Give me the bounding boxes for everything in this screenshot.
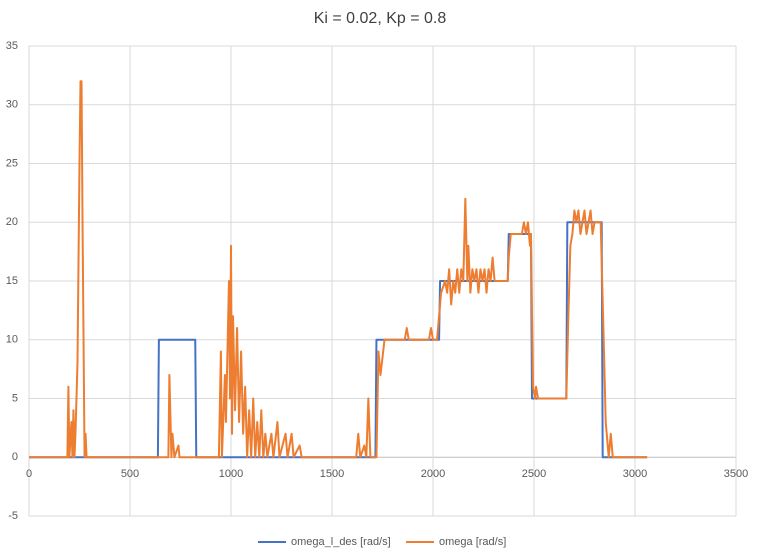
x-tick-label: 1000 <box>219 468 243 480</box>
y-tick-label: 5 <box>12 392 18 404</box>
legend-label: omega [rad/s] <box>439 536 506 548</box>
y-tick-label: 10 <box>6 334 18 346</box>
y-tick-label: 35 <box>6 40 18 52</box>
chart-title: Ki = 0.02, Kp = 0.8 <box>314 10 447 27</box>
x-tick-label: 2500 <box>522 468 546 480</box>
x-tick-label: 3500 <box>724 468 748 480</box>
x-tick-label: 2000 <box>421 468 445 480</box>
y-tick-label: 15 <box>6 275 18 287</box>
y-tick-label: -5 <box>8 510 18 522</box>
y-tick-label: 20 <box>6 216 18 228</box>
x-tick-label: 1500 <box>320 468 344 480</box>
x-tick-label: 3000 <box>623 468 647 480</box>
x-tick-label: 0 <box>26 468 32 480</box>
series-line <box>29 80 648 459</box>
legend-label: omega_l_des [rad/s] <box>291 536 391 548</box>
y-tick-label: 30 <box>6 99 18 111</box>
y-tick-label: 25 <box>6 157 18 169</box>
y-tick-label: 0 <box>12 451 18 463</box>
x-tick-label: 500 <box>121 468 139 480</box>
